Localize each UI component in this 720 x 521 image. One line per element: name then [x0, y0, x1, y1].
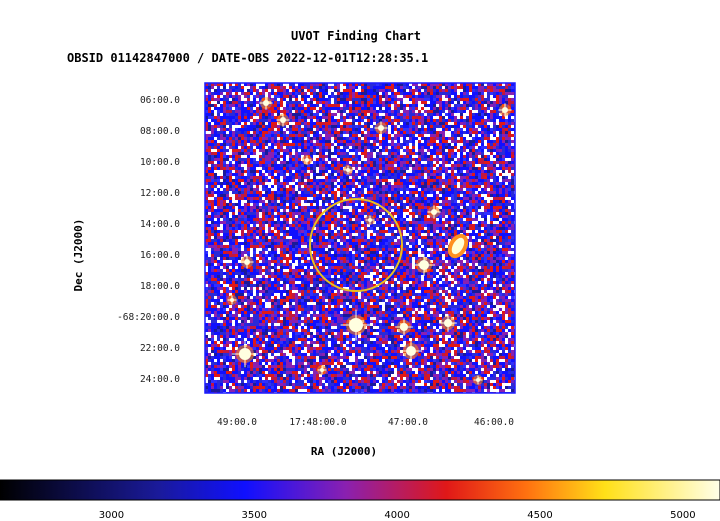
y-tick-label: 06:00.0: [140, 95, 180, 106]
x-tick-label: 49:00.0: [217, 417, 257, 428]
colorbar-tick-label: 3500: [242, 510, 267, 521]
y-tick-label: 16:00.0: [140, 250, 180, 261]
colorbar-tick-label: 4000: [384, 510, 409, 521]
y-tick-label: 24:00.0: [140, 374, 180, 385]
chart-subtitle: OBSID 01142847000 / DATE-OBS 2022-12-01T…: [67, 51, 429, 65]
x-axis-label: RA (J2000): [311, 445, 377, 458]
y-axis-label: Dec (J2000): [72, 219, 85, 292]
y-tick-label: 12:00.0: [140, 188, 180, 199]
y-tick-label: 22:00.0: [140, 343, 180, 354]
y-tick-label: 08:00.0: [140, 126, 180, 137]
y-tick-label: 10:00.0: [140, 157, 180, 168]
target-circle: [309, 198, 403, 292]
y-tick-label: 14:00.0: [140, 219, 180, 230]
image-frame: [204, 82, 516, 394]
colorbar-tick-label: 5000: [670, 510, 695, 521]
sky-image: [205, 83, 515, 393]
colorbar: [0, 479, 720, 501]
x-tick-label: 47:00.0: [388, 417, 428, 428]
chart-title: UVOT Finding Chart: [290, 29, 422, 43]
colorbar-tick-label: 4500: [527, 510, 552, 521]
y-tick-label: -68:20:00.0: [117, 312, 180, 323]
x-tick-label: 17:48:00.0: [289, 417, 346, 428]
x-tick-label: 46:00.0: [474, 417, 514, 428]
galaxy: [451, 237, 465, 255]
colorbar-tick-label: 3000: [99, 510, 124, 521]
y-tick-label: 18:00.0: [140, 281, 180, 292]
